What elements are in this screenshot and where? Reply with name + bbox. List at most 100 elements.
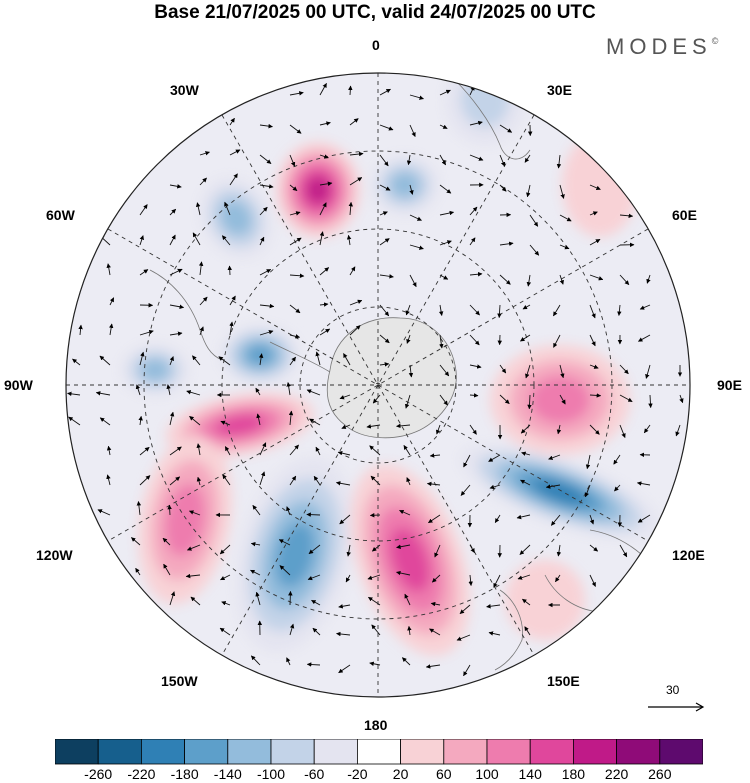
colorbar-tick-label: 100 bbox=[475, 766, 499, 782]
anomaly-contour bbox=[390, 528, 430, 592]
wind-arrow bbox=[469, 206, 478, 216]
wind-arrow bbox=[289, 356, 296, 366]
wind-arrow bbox=[169, 234, 176, 246]
wind-arrow bbox=[259, 303, 275, 309]
wind-arrow bbox=[409, 184, 414, 195]
wind-arrow bbox=[545, 484, 561, 489]
wind-arrow bbox=[619, 424, 626, 439]
wind-arrow bbox=[199, 296, 208, 306]
wind-arrow bbox=[675, 424, 681, 437]
wind-arrow bbox=[97, 509, 111, 516]
wind-arrow bbox=[67, 391, 81, 397]
wind-arrow bbox=[163, 563, 171, 576]
wind-arrow bbox=[139, 351, 145, 366]
wind-arrow bbox=[289, 304, 301, 314]
wind-arrow bbox=[460, 484, 471, 496]
wind-arrow bbox=[139, 204, 148, 216]
wind-arrow bbox=[192, 232, 201, 246]
wind-arrow bbox=[613, 454, 621, 465]
wind-arrow bbox=[289, 237, 302, 246]
wind-arrow bbox=[589, 304, 596, 319]
wind-arrow bbox=[229, 173, 238, 186]
lon-label-30e: 30E bbox=[547, 82, 572, 98]
wind-arrow bbox=[403, 445, 411, 456]
wind-arrow bbox=[425, 664, 441, 669]
wind-arrow bbox=[614, 484, 621, 492]
wind-arrow bbox=[499, 394, 510, 405]
wind-arrow bbox=[559, 364, 565, 379]
wind-arrow bbox=[550, 514, 561, 526]
wind-arrow bbox=[370, 475, 381, 486]
wind-arrow bbox=[469, 120, 483, 126]
wind-arrow bbox=[439, 89, 451, 96]
wind-arrow bbox=[349, 325, 361, 336]
wind-arrow bbox=[199, 326, 204, 336]
wind-arrow bbox=[188, 510, 201, 516]
wind-arrow bbox=[319, 302, 329, 307]
wind-arrow bbox=[589, 574, 596, 587]
wind-arrow bbox=[349, 177, 363, 186]
lon-label-150w: 150W bbox=[161, 673, 198, 689]
anomaly-contour bbox=[461, 73, 509, 127]
wind-arrow bbox=[407, 625, 412, 636]
wind-arrow bbox=[186, 390, 201, 396]
wind-arrow bbox=[439, 154, 446, 166]
wind-arrow bbox=[169, 591, 176, 606]
wind-arrow bbox=[186, 544, 201, 551]
wind-arrow bbox=[224, 446, 231, 456]
anomaly-contour bbox=[530, 376, 590, 424]
wind-arrow bbox=[679, 394, 684, 404]
wind-arrow bbox=[289, 124, 302, 134]
wind-arrow bbox=[396, 544, 411, 549]
wind-arrow bbox=[499, 241, 514, 246]
wind-arrow bbox=[196, 476, 202, 486]
lon-label-120e: 120E bbox=[672, 547, 705, 563]
wind-arrow bbox=[428, 514, 441, 524]
wind-arrow bbox=[522, 304, 531, 310]
wind-arrow bbox=[426, 481, 441, 487]
wind-arrow bbox=[255, 591, 261, 606]
wind-arrow bbox=[648, 394, 653, 409]
wind-arrow bbox=[139, 269, 149, 276]
wind-arrow bbox=[637, 514, 651, 523]
wind-arrow bbox=[516, 514, 531, 520]
colorbar-swatch bbox=[400, 739, 445, 765]
wind-arrow bbox=[371, 624, 381, 636]
wind-arrow bbox=[439, 124, 448, 129]
wind-arrow bbox=[131, 537, 141, 546]
wind-arrow bbox=[345, 574, 351, 583]
wind-arrow bbox=[431, 574, 441, 583]
wind-arrow bbox=[379, 211, 388, 216]
wind-arrow bbox=[169, 446, 182, 456]
wind-arrow bbox=[289, 154, 296, 167]
wind-arrow bbox=[306, 662, 321, 667]
wind-arrow bbox=[319, 231, 325, 246]
colorbar-swatch bbox=[270, 739, 315, 765]
wind-arrow bbox=[252, 504, 261, 516]
wind-arrow bbox=[139, 329, 154, 336]
wind-arrow bbox=[439, 210, 455, 216]
wind-arrow bbox=[138, 415, 143, 426]
wind-arrow bbox=[520, 334, 531, 342]
wind-arrow bbox=[139, 475, 151, 486]
wind-arrow bbox=[286, 382, 291, 396]
wind-arrow bbox=[349, 118, 359, 126]
wind-arrow bbox=[169, 268, 183, 276]
wind-arrow bbox=[379, 124, 394, 131]
wind-arrow bbox=[405, 304, 411, 316]
wind-arrow bbox=[438, 304, 444, 316]
wind-arrow bbox=[469, 334, 480, 346]
wind-arrow bbox=[499, 184, 507, 192]
wind-arrow bbox=[556, 544, 562, 557]
wind-arrow bbox=[229, 149, 241, 156]
wind-arrow bbox=[646, 274, 651, 284]
wind-arrow bbox=[469, 154, 484, 161]
wind-arrow bbox=[404, 593, 411, 606]
wind-arrow bbox=[259, 206, 268, 216]
lon-label-60e: 60E bbox=[672, 207, 697, 223]
lon-label-180: 180 bbox=[364, 717, 388, 733]
wind-arrow bbox=[559, 394, 566, 405]
wind-arrow bbox=[367, 574, 381, 580]
wind-arrow bbox=[169, 411, 175, 426]
wind-arrow bbox=[319, 328, 331, 336]
